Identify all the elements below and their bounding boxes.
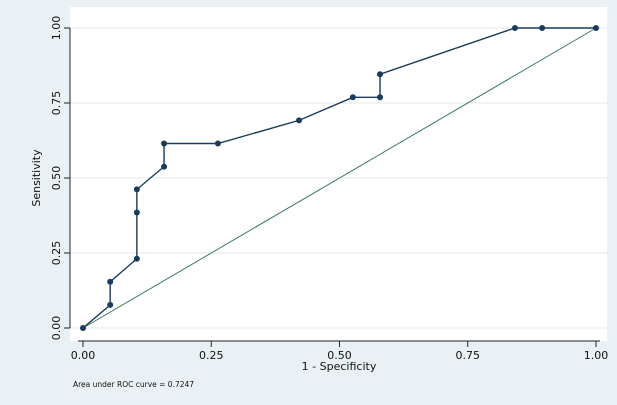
x-tick-label: 0.25 [199,349,224,362]
auc-annotation: Area under ROC curve = 0.7247 [73,380,194,389]
roc-point [133,209,140,216]
roc-point [511,25,518,31]
x-tick-label: 1.00 [584,349,609,362]
roc-point [349,94,356,101]
plot-area [70,7,607,341]
y-tick-label: 0.25 [50,241,63,266]
roc-point [107,278,114,285]
x-axis-ticks: 0.00 0.25 0.50 0.75 1.00 [71,341,609,362]
x-tick-label: 0.50 [327,349,352,362]
y-tick-label: 1.00 [50,16,63,41]
roc-point [161,140,168,147]
y-tick-label: 0.75 [50,91,63,116]
y-tick-label: 0.00 [50,316,63,341]
roc-point [295,117,302,124]
roc-point [593,25,599,31]
roc-point [80,325,86,331]
roc-point [214,140,221,147]
roc-points [80,25,599,331]
roc-point [539,25,546,31]
y-tick-label: 0.50 [50,166,63,191]
roc-curve [82,27,596,329]
roc-point [377,71,384,78]
roc-point [133,255,140,262]
x-axis-title: 1 - Specificity [302,360,377,373]
grid-lines [70,27,607,329]
roc-point [377,94,384,101]
roc-point [133,186,140,193]
roc-point [161,163,168,170]
reference-line [82,27,597,329]
roc-point [107,301,114,308]
y-axis-ticks: 0.00 0.25 0.50 0.75 1.00 [50,16,70,341]
y-axis-title: Sensitivity [30,149,43,207]
x-tick-label: 0.75 [456,349,481,362]
x-tick-label: 0.00 [71,349,96,362]
